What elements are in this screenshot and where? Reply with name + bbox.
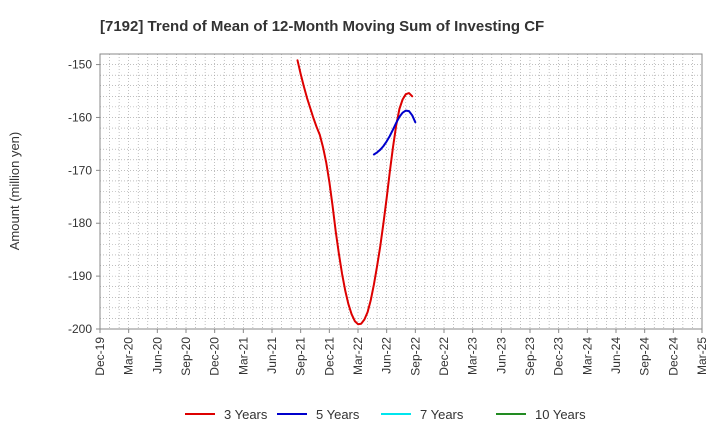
chart-title: [7192] Trend of Mean of 12-Month Moving … <box>100 18 544 35</box>
y-tick-label: -190 <box>68 269 92 283</box>
legend: 3 Years 5 Years 7 Years 10 Years <box>185 407 586 422</box>
x-tick-label: Dec-21 <box>322 337 336 376</box>
x-tick-label: Mar-23 <box>466 337 480 375</box>
x-tick-label: Jun-24 <box>609 337 623 374</box>
x-tick-label: Dec-23 <box>552 337 566 376</box>
x-axis: Dec-19 Mar-20 Jun-20 Sep-20 Dec-20 Mar-21 Jun-… <box>93 329 709 376</box>
x-tick-label: Dec-20 <box>208 337 222 376</box>
x-tick-label: Mar-25 <box>695 337 709 375</box>
y-axis-label: Amount (million yen) <box>7 132 22 251</box>
series-line-3-years <box>296 59 414 326</box>
x-tick-label: Jun-20 <box>150 337 164 374</box>
x-tick-label: Dec-24 <box>666 337 680 376</box>
y-tick-label: -200 <box>68 322 92 336</box>
series-group <box>296 59 417 326</box>
plot-frame <box>99 53 703 330</box>
x-tick-label: Sep-20 <box>179 337 193 376</box>
grid <box>100 54 702 329</box>
x-tick-label: Dec-22 <box>437 337 451 376</box>
x-tick-label: Mar-22 <box>351 337 365 375</box>
x-tick-label: Jun-21 <box>265 337 279 374</box>
series-line-5-years <box>372 109 417 156</box>
x-tick-label: Sep-21 <box>294 337 308 376</box>
x-tick-label: Dec-19 <box>93 337 107 376</box>
x-tick-label: Mar-20 <box>122 337 136 375</box>
y-tick-label: -150 <box>68 58 92 72</box>
x-tick-label: Sep-23 <box>523 337 537 376</box>
x-tick-label: Sep-22 <box>408 337 422 376</box>
legend-label-5-years: 5 Years <box>316 407 360 422</box>
legend-label-3-years: 3 Years <box>224 407 268 422</box>
y-tick-label: -180 <box>68 216 92 230</box>
x-tick-label: Mar-24 <box>580 337 594 375</box>
x-tick-label: Jun-23 <box>494 337 508 374</box>
y-axis: -150 -160 -170 -180 -190 -200 <box>68 58 100 336</box>
y-tick-label: -160 <box>68 110 92 124</box>
x-tick-label: Mar-21 <box>236 337 250 375</box>
x-tick-label: Sep-24 <box>638 337 652 376</box>
legend-label-7-years: 7 Years <box>420 407 464 422</box>
y-tick-label: -170 <box>68 163 92 177</box>
legend-label-10-years: 10 Years <box>535 407 586 422</box>
x-tick-label: Jun-22 <box>380 337 394 374</box>
